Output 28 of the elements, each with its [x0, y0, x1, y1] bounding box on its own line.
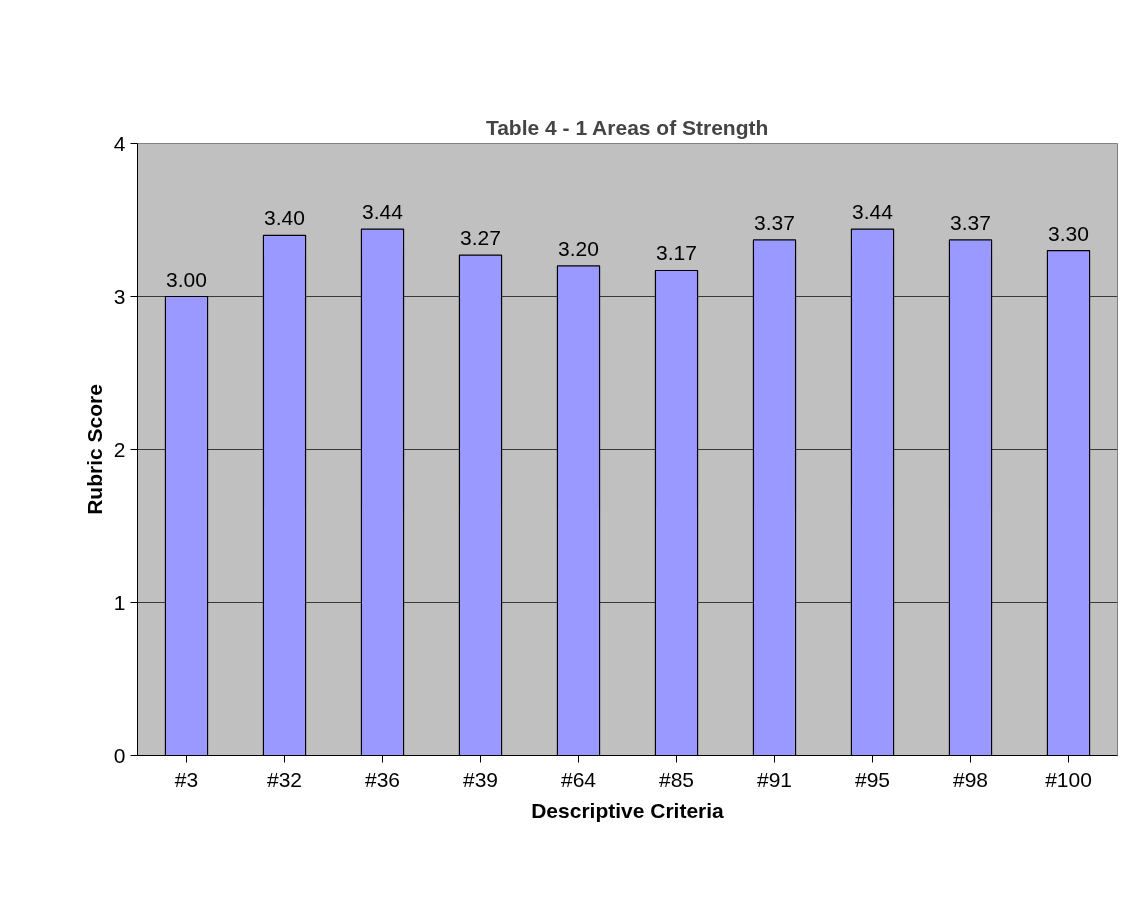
data-label: 3.30: [1048, 221, 1089, 245]
y-tick-label: 0: [113, 743, 126, 767]
x-tick-label: #95: [854, 767, 891, 791]
x-tick-label: #39: [462, 767, 499, 791]
x-tick-label: #32: [266, 767, 303, 791]
x-tick-label: #100: [1045, 767, 1092, 791]
data-label: 3.27: [460, 226, 501, 250]
data-label: 3.37: [754, 210, 795, 234]
x-axis-title: Descriptive Criteria: [531, 798, 725, 822]
chart-title: Table 4 - 1 Areas of Strength: [485, 115, 769, 139]
y-tick-label: 4: [113, 131, 126, 155]
x-tick-label: #36: [364, 767, 401, 791]
data-label: 3.17: [656, 241, 697, 265]
data-label: 3.20: [558, 236, 599, 260]
y-tick-label: 2: [113, 437, 126, 461]
data-label: 3.44: [852, 200, 894, 224]
x-tick-label: #64: [560, 767, 597, 791]
y-axis-title: Rubric Score: [82, 384, 106, 515]
data-label: 3.40: [264, 206, 305, 230]
x-tick-label: #91: [756, 767, 793, 791]
x-tick-label: #85: [658, 767, 695, 791]
x-tick-label: #98: [952, 767, 989, 791]
data-label: 3.00: [166, 267, 207, 291]
y-tick-label: 3: [113, 284, 126, 308]
data-label: 3.37: [950, 210, 991, 234]
y-tick-label: 1: [113, 590, 126, 614]
data-label: 3.44: [362, 200, 404, 224]
x-tick-label: #3: [174, 767, 199, 791]
